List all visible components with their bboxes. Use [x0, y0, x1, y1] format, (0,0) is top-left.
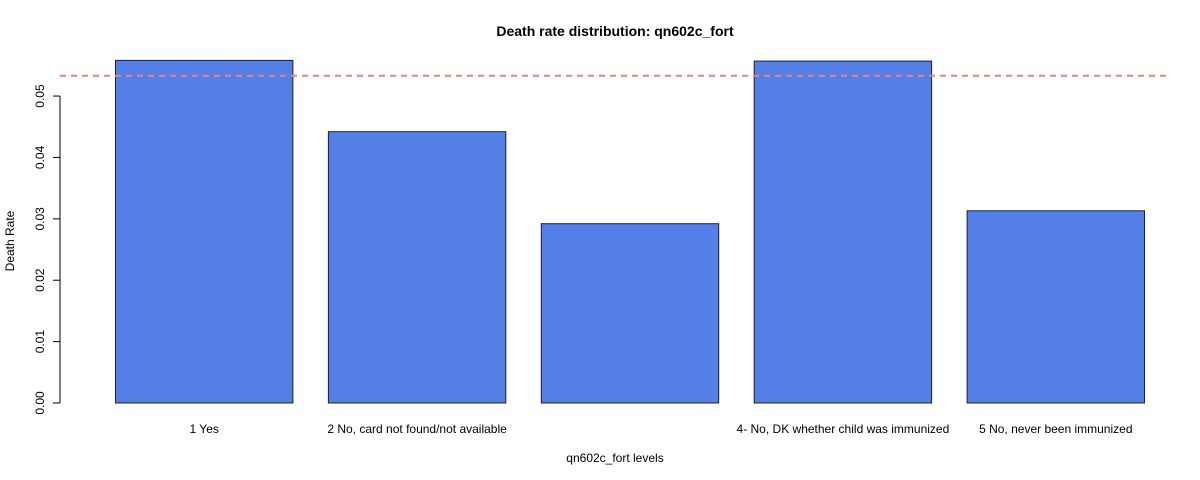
- bars-group: [115, 59, 1145, 404]
- x-category-label: 4- No, DK whether child was immunized: [737, 422, 950, 436]
- y-tick-label: 0.05: [33, 84, 47, 108]
- x-category-label: 2 No, card not found/not available: [327, 422, 507, 436]
- y-axis: 0.00 0.01 0.02 0.03 0.04 0.05: [33, 84, 61, 415]
- category-labels: 1 Yes 2 No, card not found/not available 4…: [190, 422, 1133, 436]
- x-category-label: 1 Yes: [190, 422, 219, 436]
- x-axis-label: qn602c_fort levels: [566, 451, 663, 465]
- y-tick-label: 0.02: [33, 268, 47, 292]
- bar: [966, 210, 1145, 404]
- bar: [115, 59, 294, 404]
- y-tick-label: 0.03: [33, 207, 47, 231]
- chart-title: Death rate distribution: qn602c_fort: [496, 23, 734, 39]
- bar: [540, 223, 720, 404]
- x-category-label: 5 No, never been immunized: [979, 422, 1132, 436]
- y-tick-label: 0.01: [33, 330, 47, 354]
- y-tick-label: 0.04: [33, 145, 47, 169]
- bar: [327, 131, 507, 404]
- y-tick-label: 0.00: [33, 391, 47, 415]
- y-axis-label: Death Rate: [3, 210, 17, 271]
- bar: [753, 60, 933, 404]
